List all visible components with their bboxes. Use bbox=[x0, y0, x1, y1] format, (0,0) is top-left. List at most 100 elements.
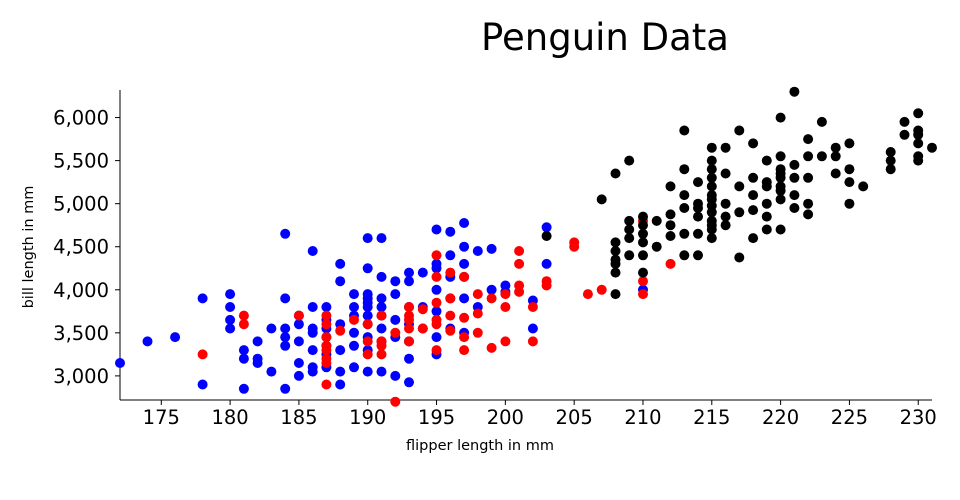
data-point bbox=[899, 116, 910, 127]
data-point bbox=[404, 267, 414, 278]
data-point bbox=[638, 289, 648, 300]
data-point bbox=[362, 336, 373, 347]
data-point bbox=[638, 228, 648, 239]
data-point bbox=[472, 308, 483, 319]
x-tick-label: 205 bbox=[556, 406, 593, 429]
data-point bbox=[679, 250, 690, 261]
data-point bbox=[541, 280, 552, 291]
data-point bbox=[280, 340, 291, 351]
series-1 bbox=[197, 215, 676, 407]
data-point bbox=[349, 289, 359, 300]
data-point bbox=[459, 258, 470, 269]
data-point bbox=[376, 271, 387, 282]
data-point bbox=[748, 190, 759, 201]
data-point bbox=[500, 302, 511, 312]
y-tick-label: 3,000 bbox=[53, 365, 109, 388]
data-point bbox=[665, 181, 676, 192]
x-tick-label: 195 bbox=[418, 406, 455, 429]
data-point bbox=[349, 327, 359, 338]
y-tick-label: 4,000 bbox=[53, 279, 109, 302]
data-point bbox=[404, 302, 414, 312]
data-point bbox=[514, 286, 525, 297]
data-point bbox=[885, 164, 896, 175]
data-point bbox=[527, 336, 538, 347]
data-point bbox=[170, 332, 181, 343]
data-point bbox=[693, 177, 703, 188]
data-point bbox=[238, 310, 249, 321]
data-point bbox=[858, 181, 869, 192]
data-point bbox=[238, 353, 249, 364]
data-point bbox=[376, 293, 387, 304]
data-point bbox=[486, 284, 497, 295]
y-tick-label: 5,500 bbox=[53, 150, 109, 173]
data-point bbox=[390, 276, 401, 287]
data-point bbox=[899, 129, 910, 140]
data-point bbox=[527, 302, 538, 312]
data-point bbox=[445, 293, 456, 304]
data-point bbox=[830, 142, 841, 153]
data-point bbox=[376, 323, 387, 334]
x-tick-label: 180 bbox=[211, 406, 248, 429]
data-point bbox=[252, 336, 263, 347]
x-tick-label: 225 bbox=[831, 406, 868, 429]
data-point bbox=[293, 370, 304, 381]
data-point bbox=[665, 258, 676, 269]
data-point bbox=[307, 327, 318, 338]
data-point bbox=[459, 241, 470, 252]
data-point bbox=[706, 172, 717, 183]
data-point bbox=[844, 164, 855, 175]
data-point bbox=[693, 228, 703, 239]
data-point bbox=[720, 142, 731, 153]
data-point bbox=[500, 336, 511, 347]
data-point bbox=[693, 211, 703, 222]
data-point bbox=[775, 194, 786, 205]
series-2 bbox=[541, 86, 937, 300]
x-tick-label: 175 bbox=[143, 406, 180, 429]
data-point bbox=[404, 353, 414, 364]
data-point bbox=[349, 314, 359, 325]
data-point bbox=[225, 323, 236, 334]
data-point bbox=[321, 319, 332, 330]
x-tick-label: 215 bbox=[693, 406, 730, 429]
data-point bbox=[390, 314, 401, 325]
data-point bbox=[431, 271, 442, 282]
data-point bbox=[679, 203, 690, 213]
data-point bbox=[238, 345, 249, 356]
data-point bbox=[225, 289, 236, 300]
data-point bbox=[431, 306, 442, 317]
x-axis-ticks: 175 180 185 190 195 200 205 210 215 220 225 230 bbox=[143, 400, 937, 429]
data-point bbox=[624, 250, 635, 261]
data-point bbox=[789, 190, 800, 201]
data-point bbox=[913, 138, 924, 149]
data-point bbox=[321, 379, 332, 390]
data-point bbox=[638, 267, 648, 278]
data-point bbox=[927, 142, 937, 153]
data-point bbox=[335, 325, 346, 336]
data-point bbox=[472, 246, 483, 256]
data-point bbox=[431, 224, 442, 235]
data-point bbox=[266, 323, 277, 334]
x-tick-label: 210 bbox=[624, 406, 661, 429]
data-point bbox=[775, 224, 786, 235]
y-tick-label: 4,500 bbox=[53, 236, 109, 259]
data-point bbox=[362, 233, 373, 244]
data-point bbox=[376, 233, 387, 244]
data-point bbox=[376, 366, 387, 377]
data-point bbox=[734, 125, 745, 136]
data-point bbox=[624, 224, 635, 235]
data-point bbox=[624, 233, 635, 244]
data-point bbox=[349, 302, 359, 312]
data-point bbox=[651, 241, 662, 252]
data-point bbox=[748, 172, 759, 183]
data-point bbox=[761, 224, 772, 235]
data-point bbox=[390, 327, 401, 338]
data-point bbox=[665, 209, 676, 220]
data-point bbox=[459, 332, 470, 343]
data-point bbox=[693, 250, 703, 261]
y-tick-label: 5,000 bbox=[53, 193, 109, 216]
x-axis-title: flipper length in mm bbox=[406, 438, 554, 454]
data-point bbox=[679, 164, 690, 175]
data-point bbox=[638, 276, 648, 287]
x-tick-label: 190 bbox=[349, 406, 386, 429]
data-point bbox=[679, 228, 690, 239]
